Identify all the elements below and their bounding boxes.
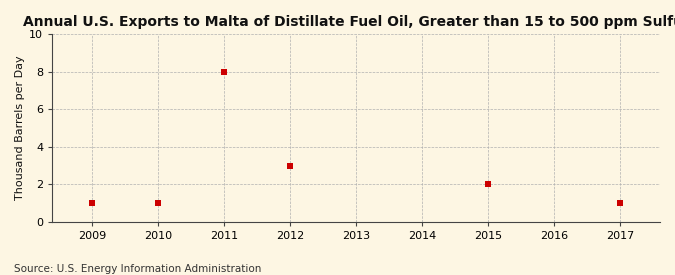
Point xyxy=(153,201,163,205)
Title: Annual U.S. Exports to Malta of Distillate Fuel Oil, Greater than 15 to 500 ppm : Annual U.S. Exports to Malta of Distilla… xyxy=(23,15,675,29)
Text: Source: U.S. Energy Information Administration: Source: U.S. Energy Information Administ… xyxy=(14,264,261,274)
Y-axis label: Thousand Barrels per Day: Thousand Barrels per Day xyxy=(15,56,25,200)
Point xyxy=(615,201,626,205)
Point xyxy=(285,163,296,168)
Point xyxy=(86,201,97,205)
Point xyxy=(483,182,493,186)
Point xyxy=(219,70,230,74)
